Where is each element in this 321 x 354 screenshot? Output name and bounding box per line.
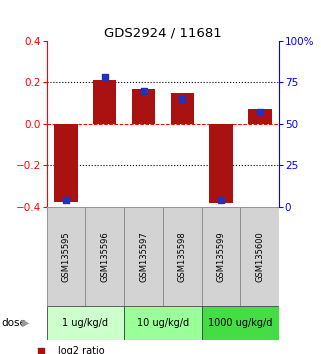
Bar (124, 207, 163, 306)
Bar (124, 306, 202, 340)
Text: GSM135596: GSM135596 (100, 231, 109, 282)
Text: dose: dose (2, 318, 26, 328)
Bar (240, 207, 279, 306)
Bar (171, 93, 194, 124)
Bar (163, 207, 202, 306)
Point (219, 197, 224, 202)
Text: GSM135600: GSM135600 (256, 231, 265, 282)
Title: GDS2924 / 11681: GDS2924 / 11681 (104, 27, 222, 40)
Point (257, 109, 263, 115)
Text: 1 ug/kg/d: 1 ug/kg/d (62, 318, 108, 328)
Bar (47, 306, 124, 340)
Point (39, 348, 44, 354)
Text: GSM135595: GSM135595 (61, 231, 70, 282)
Text: 1000 ug/kg/d: 1000 ug/kg/d (208, 318, 273, 328)
Point (63, 198, 68, 203)
Bar (54, 124, 78, 202)
Bar (202, 306, 279, 340)
Point (141, 88, 146, 93)
Point (180, 96, 185, 102)
Bar (132, 88, 155, 124)
Point (102, 74, 107, 80)
Bar (85, 207, 124, 306)
Bar (93, 80, 116, 124)
Text: GSM135598: GSM135598 (178, 231, 187, 282)
Text: ▶: ▶ (22, 318, 29, 328)
Text: GSM135597: GSM135597 (139, 231, 148, 282)
Text: GSM135599: GSM135599 (217, 231, 226, 282)
Text: 10 ug/kg/d: 10 ug/kg/d (137, 318, 189, 328)
Bar (248, 109, 272, 124)
Text: log2 ratio: log2 ratio (58, 346, 105, 354)
Bar (202, 207, 240, 306)
Bar (47, 207, 85, 306)
Bar (209, 124, 233, 203)
